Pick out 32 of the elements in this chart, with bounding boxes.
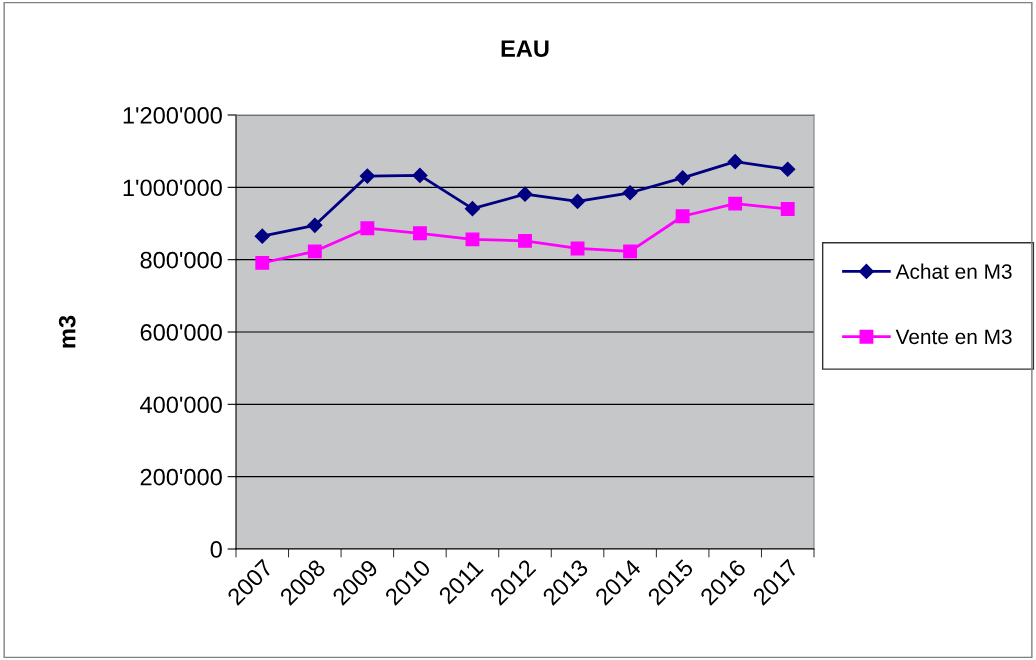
y-axis-title: m3 xyxy=(58,315,76,348)
point xyxy=(727,154,743,170)
point xyxy=(569,193,586,210)
y-tick-label: 1'200'000 xyxy=(123,107,222,124)
point xyxy=(359,168,375,184)
point xyxy=(623,244,638,259)
legend-label: Achat en M3 xyxy=(895,263,1012,279)
point xyxy=(465,232,480,247)
point xyxy=(412,226,427,241)
y-tick-label: 800'000 xyxy=(140,251,222,269)
point xyxy=(254,228,270,244)
point xyxy=(675,209,690,224)
point xyxy=(780,161,796,177)
point xyxy=(412,167,428,183)
chart-title: EAU xyxy=(501,40,549,57)
y-tick-label: 400'000 xyxy=(140,396,222,414)
y-tick-label: 0 xyxy=(210,541,222,558)
point xyxy=(622,185,638,201)
point xyxy=(728,196,743,211)
y-tick-label: 600'000 xyxy=(140,324,222,341)
point xyxy=(517,186,533,202)
y-tick-label: 200'000 xyxy=(140,468,222,486)
point xyxy=(255,255,270,270)
legend-label: Vente en M3 xyxy=(895,329,1012,345)
y-tick-label: 1'000'000 xyxy=(123,179,222,197)
point xyxy=(307,217,323,233)
point xyxy=(675,170,691,186)
point xyxy=(360,221,375,236)
point xyxy=(307,244,322,259)
point xyxy=(518,233,532,248)
point xyxy=(780,202,795,216)
point xyxy=(464,201,481,217)
